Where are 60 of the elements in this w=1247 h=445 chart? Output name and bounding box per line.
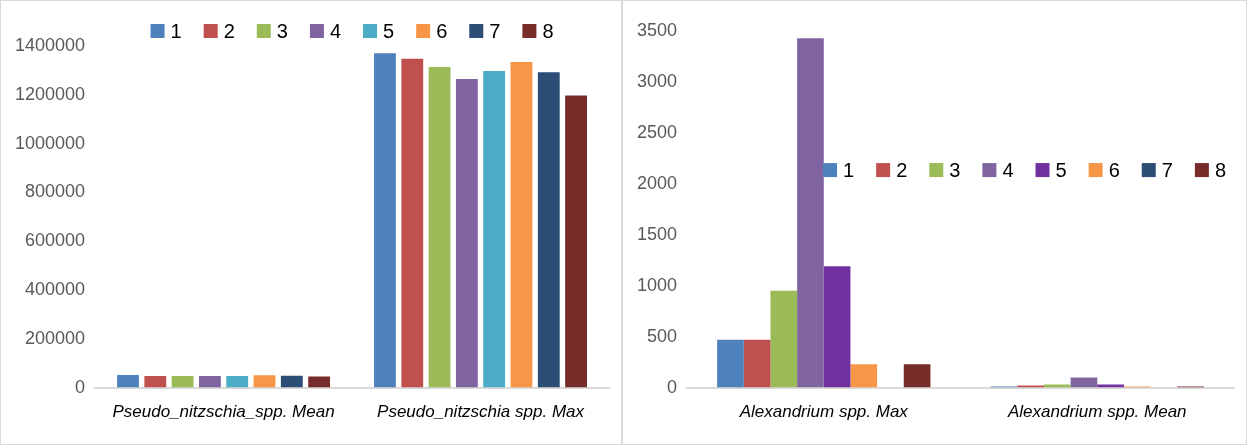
legend-label: 5 <box>383 19 395 42</box>
bar <box>717 339 744 388</box>
legend-label: 6 <box>1108 158 1120 181</box>
bar <box>171 375 194 388</box>
legend-label: 8 <box>1214 158 1226 181</box>
y-tick-label: 200000 <box>25 327 86 348</box>
bar <box>850 364 878 388</box>
x-tick-label: Pseudo_nitzschia spp. Max <box>377 401 585 421</box>
bar <box>1070 377 1098 388</box>
bar <box>253 375 276 388</box>
legend-label: 4 <box>1002 158 1014 181</box>
bar <box>797 38 824 388</box>
y-tick-label: 1400000 <box>15 34 86 55</box>
legend-label: 5 <box>1055 158 1067 181</box>
bar <box>510 62 533 388</box>
bar <box>280 375 303 388</box>
bar <box>308 376 331 388</box>
bar <box>537 72 560 388</box>
legend-label: 7 <box>1161 158 1173 181</box>
bar <box>144 375 167 388</box>
x-tick-label: Alexandrium spp. Max <box>738 401 909 421</box>
y-tick-label: 600000 <box>25 230 86 251</box>
legend-label: 7 <box>489 19 501 42</box>
y-tick-label: 2500 <box>637 121 678 142</box>
bar <box>117 374 139 388</box>
x-tick-label: Pseudo_nitzschia_spp. Mean <box>112 401 335 421</box>
bar <box>565 95 587 388</box>
bar <box>903 364 931 388</box>
legend-label: 6 <box>436 19 448 42</box>
y-tick-label: 400000 <box>25 278 86 299</box>
y-tick-label: 2000 <box>637 172 678 193</box>
legend-label: 2 <box>223 19 235 42</box>
legend-label: 3 <box>276 19 288 42</box>
y-tick-label: 3000 <box>637 70 678 91</box>
y-tick-label: 0 <box>75 376 86 397</box>
bar <box>743 339 771 388</box>
bar <box>770 290 798 388</box>
bar <box>374 53 396 388</box>
y-tick-label: 800000 <box>25 181 86 202</box>
legend-label: 2 <box>896 158 908 181</box>
bar <box>823 266 851 388</box>
legend-label: 4 <box>329 19 342 42</box>
bar <box>198 375 221 388</box>
y-tick-label: 1000 <box>637 274 678 295</box>
bar <box>455 78 478 388</box>
y-tick-label: 500 <box>647 325 678 346</box>
x-tick-label: Alexandrium spp. Mean <box>1006 401 1187 421</box>
y-tick-label: 0 <box>667 376 678 397</box>
legend-label: 1 <box>170 19 182 42</box>
legend-label: 8 <box>542 19 554 42</box>
legend-label: 1 <box>843 158 855 181</box>
y-tick-label: 1000000 <box>15 132 86 153</box>
legend-label: 3 <box>949 158 961 181</box>
y-tick-label: 1200000 <box>15 83 86 104</box>
bar <box>483 70 506 388</box>
bar <box>428 66 451 388</box>
y-tick-label: 3500 <box>637 19 678 40</box>
bar <box>401 58 424 388</box>
bar <box>226 375 249 388</box>
y-tick-label: 1500 <box>637 223 678 244</box>
